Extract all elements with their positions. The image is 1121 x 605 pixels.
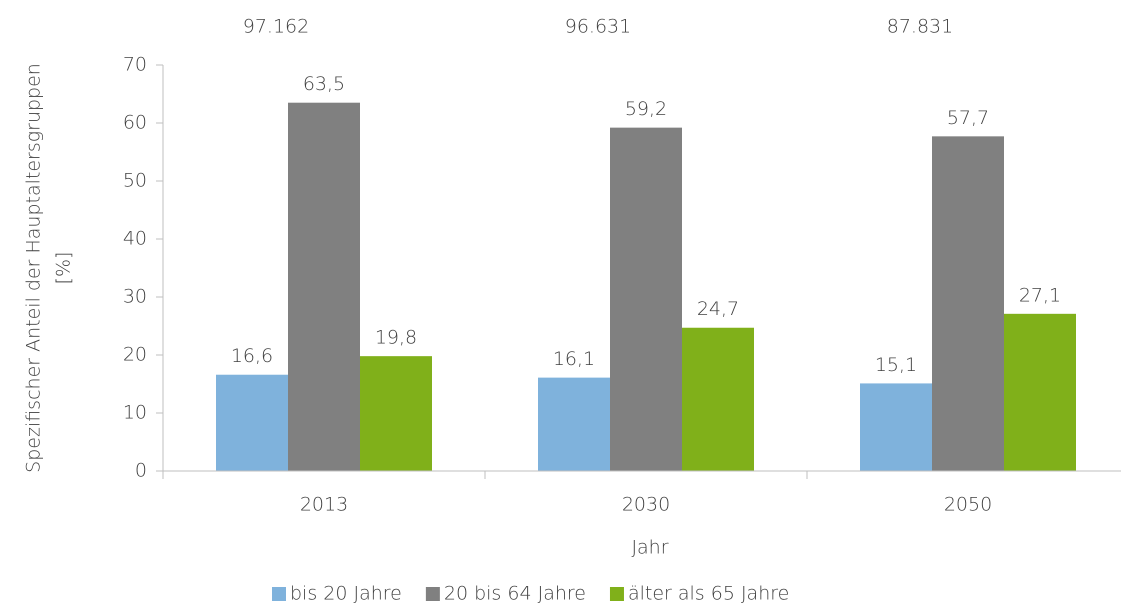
legend-label: bis 20 Jahre — [290, 583, 402, 605]
data-label: 57,7 — [947, 107, 989, 129]
bar — [932, 136, 1004, 471]
annotation: 97.162 — [243, 16, 309, 38]
bar — [610, 127, 682, 471]
data-label: 24,7 — [697, 298, 739, 320]
bar — [538, 377, 610, 471]
bar — [682, 327, 754, 471]
y-tick-label: 50 — [123, 170, 147, 192]
data-label: 63,5 — [303, 73, 345, 95]
y-tick-label: 30 — [123, 286, 147, 308]
y-tick-label: 20 — [123, 344, 147, 366]
y-tick-label: 10 — [123, 402, 147, 424]
data-label: 16,6 — [231, 345, 273, 367]
data-label: 59,2 — [625, 98, 667, 120]
legend-label: 20 bis 64 Jahre — [444, 583, 586, 605]
legend-label: älter als 65 Jahre — [628, 583, 789, 605]
bar — [860, 383, 932, 471]
legend-swatch — [272, 587, 286, 601]
legend-swatch — [425, 587, 440, 601]
bar — [288, 102, 360, 471]
data-label: 15,1 — [875, 354, 917, 376]
y-axis-title: Spezifischer Anteil der Hauptaltersgrupp… — [23, 63, 45, 473]
bar — [216, 374, 288, 471]
x-tick-label: 2030 — [622, 494, 670, 516]
data-label: 16,1 — [553, 348, 595, 370]
legend-swatch — [609, 587, 624, 601]
annotation: 96.631 — [565, 16, 631, 38]
x-tick-label: 2013 — [300, 494, 348, 516]
bar — [360, 356, 432, 471]
y-axis-title: [%] — [53, 252, 75, 285]
y-tick-label: 60 — [123, 112, 147, 134]
data-label: 19,8 — [375, 327, 417, 349]
x-axis-title: Jahr — [631, 537, 668, 559]
data-label: 27,1 — [1019, 284, 1061, 306]
annotation: 87.831 — [887, 16, 953, 38]
y-tick-label: 70 — [123, 54, 147, 76]
x-tick-label: 2050 — [944, 494, 992, 516]
bar — [1004, 313, 1076, 471]
y-tick-label: 0 — [135, 460, 147, 482]
y-tick-label: 40 — [123, 228, 147, 250]
